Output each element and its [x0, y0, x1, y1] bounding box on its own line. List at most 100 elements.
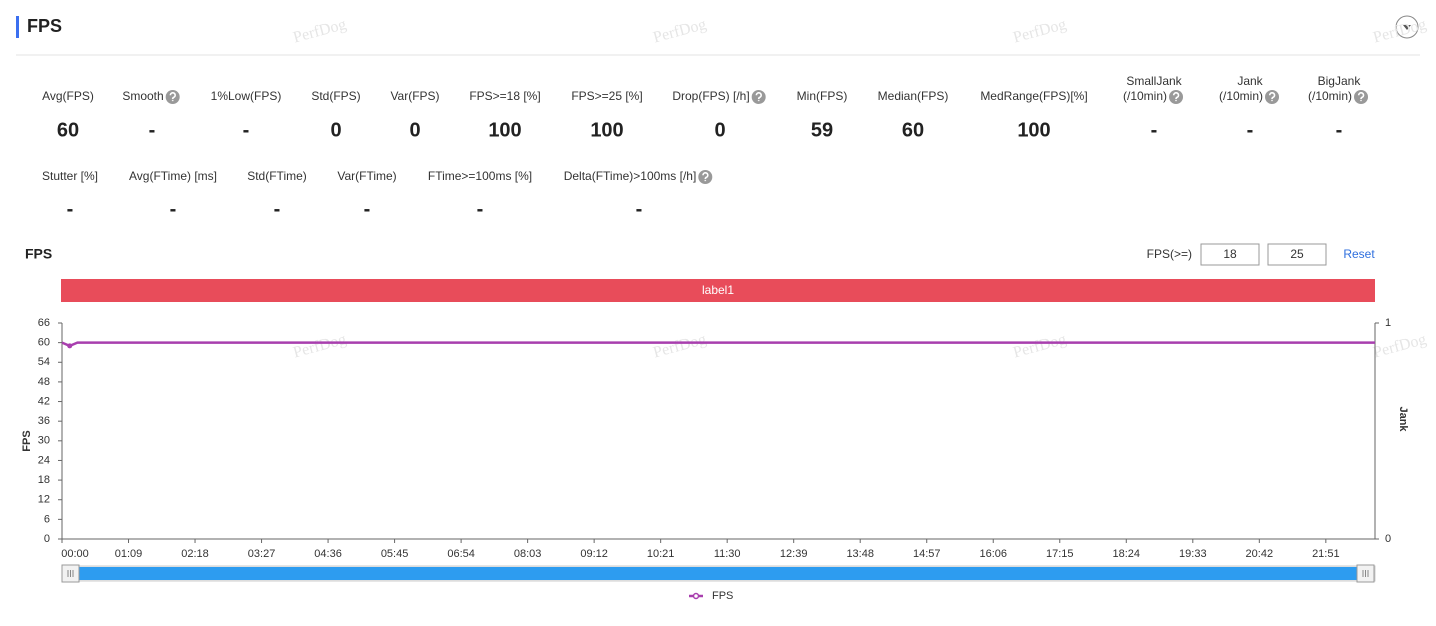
- y2-tick-label: 1: [1385, 317, 1391, 329]
- metric-label: FPS>=18 [%]: [469, 89, 540, 103]
- label-band: [61, 279, 1375, 302]
- band-label: label1: [702, 283, 734, 297]
- metric-label: SmallJank: [1126, 74, 1182, 88]
- x-tick-label: 14:57: [913, 548, 941, 560]
- reset-link[interactable]: Reset: [1343, 247, 1375, 261]
- metric-value: -: [1247, 119, 1254, 141]
- metric-value: -: [636, 198, 643, 220]
- help-glyph: [702, 172, 709, 182]
- x-tick-label: 11:30: [714, 548, 741, 560]
- metric-value: -: [477, 198, 484, 220]
- metric-label: Var(FTime): [337, 169, 396, 183]
- threshold-input[interactable]: [1267, 243, 1327, 266]
- metric-label: Avg(FTime) [ms]: [129, 169, 217, 183]
- x-tick-label: 13:48: [846, 548, 874, 560]
- watermark: PerfDog: [1011, 16, 1068, 46]
- metric-label: MedRange(FPS)[%]: [980, 89, 1087, 103]
- series-line: [61, 341, 1375, 348]
- metric-value: -: [67, 198, 74, 220]
- zoom-slider[interactable]: [61, 564, 1376, 583]
- help-circle: [165, 90, 180, 104]
- watermark: PerfDog: [291, 331, 348, 361]
- help-icon[interactable]: [1354, 90, 1369, 104]
- watermark: PerfDog: [1011, 331, 1068, 361]
- metric-label: Drop(FPS) [/h]: [672, 89, 749, 103]
- metric-label: Min(FPS): [797, 89, 848, 103]
- watermark: PerfDog: [651, 16, 708, 46]
- help-circle: [1169, 90, 1184, 104]
- metric-value: -: [149, 119, 156, 141]
- metric-label: Jank: [1237, 74, 1263, 88]
- help-circle: [1354, 90, 1369, 104]
- y-tick-label: 12: [38, 494, 50, 506]
- y-tick-label: 60: [38, 337, 50, 349]
- title-accent: [16, 16, 19, 38]
- help-circle: [1265, 90, 1280, 104]
- metric-value: 59: [811, 119, 833, 141]
- metric-label: Delta(FTime)>100ms [/h]: [564, 169, 697, 183]
- metric-label: Median(FPS): [878, 89, 949, 103]
- x-tick-label: 17:15: [1046, 548, 1074, 560]
- metric-value: 100: [1017, 119, 1050, 141]
- x-tick-label: 16:06: [979, 548, 1007, 560]
- x-tick-label: 21:51: [1312, 548, 1340, 560]
- metric-value: 100: [590, 119, 623, 141]
- metric-label: Smooth: [122, 89, 163, 103]
- threshold-label: FPS(>=): [1147, 247, 1192, 261]
- watermark: PerfDog: [1371, 331, 1428, 361]
- y2-axis-title: Jank: [1397, 406, 1409, 432]
- metric-value: -: [274, 198, 281, 220]
- metric-label: FPS>=25 [%]: [571, 89, 642, 103]
- help-circle: [698, 170, 713, 184]
- help-icon[interactable]: [751, 90, 766, 104]
- metric-label: BigJank: [1318, 74, 1362, 88]
- metric-label: Avg(FPS): [42, 89, 94, 103]
- collapse-button[interactable]: [1395, 15, 1419, 39]
- metric-label: Stutter [%]: [42, 169, 98, 183]
- metric-value: -: [170, 198, 177, 220]
- metric-value: 0: [330, 119, 341, 141]
- x-tick-label: 19:33: [1179, 548, 1207, 560]
- help-icon[interactable]: [1169, 90, 1184, 104]
- x-tick-label: 06:54: [447, 548, 475, 560]
- metric-value: 60: [57, 119, 79, 141]
- metric-value: -: [243, 119, 250, 141]
- x-tick-label: 00:00: [61, 548, 89, 560]
- help-icon[interactable]: [1265, 90, 1280, 104]
- y-tick-label: 66: [38, 317, 50, 329]
- help-circle: [751, 90, 766, 104]
- metric-value: 100: [488, 119, 521, 141]
- help-icon[interactable]: [698, 170, 713, 184]
- watermark: PerfDog: [651, 331, 708, 361]
- y-tick-label: 48: [38, 376, 50, 388]
- y-axis-title: FPS: [21, 430, 33, 451]
- help-icon[interactable]: [165, 90, 180, 104]
- metric-label: 1%Low(FPS): [211, 89, 282, 103]
- chart-title: FPS: [25, 246, 52, 262]
- x-tick-label: 10:21: [647, 548, 675, 560]
- metric-label: Var(FPS): [390, 89, 439, 103]
- y2-tick-label: 0: [1385, 533, 1391, 545]
- legend-swatch-dot: [692, 592, 700, 600]
- y-tick-label: 42: [38, 395, 50, 407]
- y-tick-label: 36: [38, 415, 50, 427]
- threshold-input[interactable]: [1200, 243, 1260, 266]
- metric-label: (/10min): [1308, 89, 1352, 103]
- help-glyph: [755, 92, 762, 102]
- x-tick-label: 09:12: [580, 548, 608, 560]
- metric-label: Std(FPS): [311, 89, 360, 103]
- x-tick-label: 20:42: [1246, 548, 1274, 560]
- metric-value: -: [364, 198, 371, 220]
- watermark: PerfDog: [291, 16, 348, 46]
- y-tick-label: 18: [38, 474, 50, 486]
- x-tick-label: 04:36: [314, 548, 342, 560]
- help-glyph: [1172, 92, 1180, 102]
- y-tick-label: 30: [38, 435, 50, 447]
- x-tick-label: 01:09: [115, 548, 143, 560]
- threshold-value: 18: [1223, 247, 1237, 261]
- metric-label: Std(FTime): [247, 169, 307, 183]
- metric-label: FTime>=100ms [%]: [428, 169, 532, 183]
- metric-value: 60: [902, 119, 924, 141]
- x-tick-label: 03:27: [248, 548, 276, 560]
